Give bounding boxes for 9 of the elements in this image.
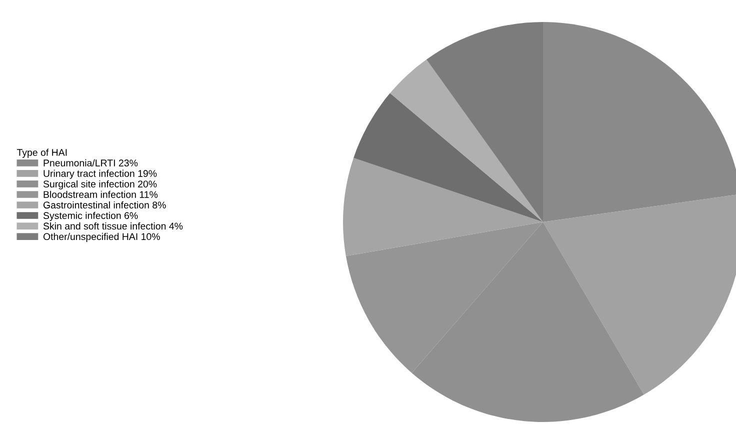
legend-label: Surgical site infection 20% [43,180,157,190]
legend-label: Urinary tract infection 19% [44,170,157,179]
legend-label: Bloodstream infection 11% [44,190,158,198]
legend-label: Systemic infection 6% [43,212,138,221]
legend-title: Type of HAI [16,148,67,158]
legend-label: Pneumonia/LRTI 23% [44,159,138,166]
legend-label: Gastrointestinal infection 8% [43,201,166,208]
legend-label: Other/unspecified HAI 10% [43,232,160,242]
legend-label: Skin and soft tissue infection 4% [43,222,183,230]
